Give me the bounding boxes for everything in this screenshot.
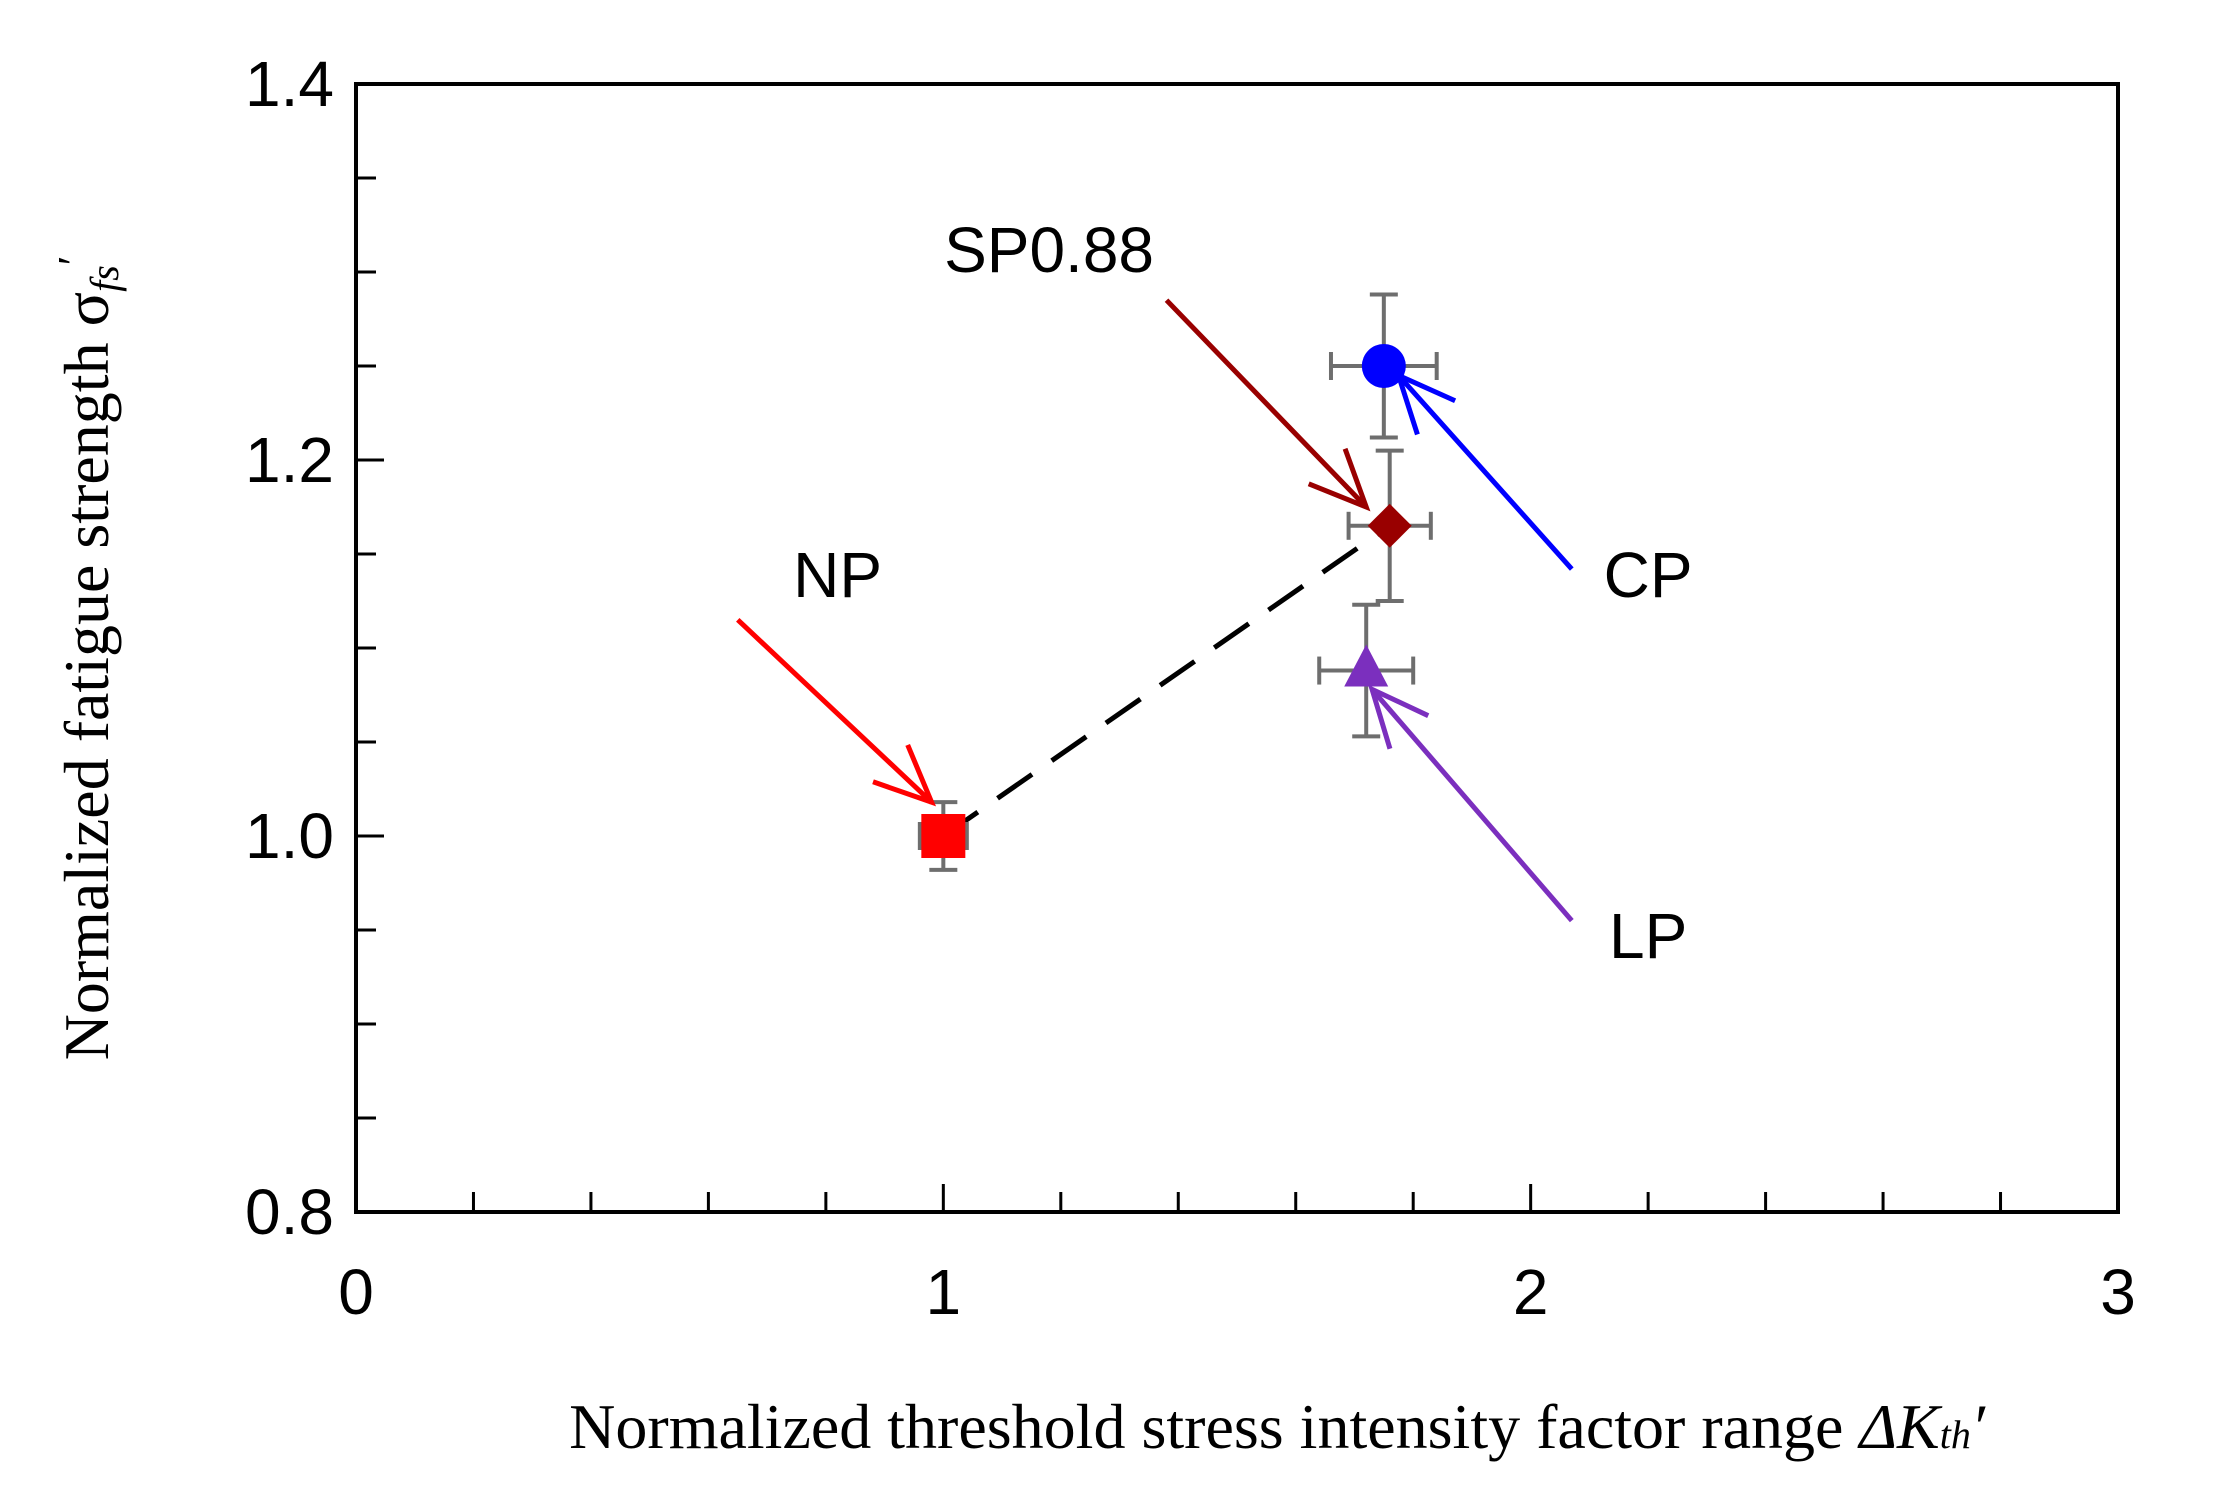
arrow-shaft [1164, 298, 1369, 509]
y-axis-title-subscript: fs [82, 265, 127, 292]
y-axis-title-symbol: σ [51, 292, 122, 327]
label-sp088: SP0.88 [944, 214, 1154, 286]
plot-area: 0 1 2 3 0.8 1.0 1.2 1.4 Normalized threshold str… [49, 48, 2136, 1462]
x-axis-title-symbol: ΔK [1856, 1391, 1943, 1462]
label-np: NP [793, 539, 882, 611]
y-axis-title-text: Normalized fatigue strength [51, 326, 122, 1060]
y-axis-title-group: Normalized fatigue strength σfs′ [49, 256, 127, 1061]
label-lp: LP [1609, 900, 1687, 972]
x-axis-title-subscript: th [1940, 1412, 1971, 1457]
arrow-head [1394, 370, 1457, 436]
y-axis-title-prime: ′ [49, 256, 98, 266]
annotation-arrow-lp [1368, 684, 1574, 923]
data-point-lp [1344, 644, 1389, 687]
y-tick-label: 1.0 [245, 800, 334, 872]
arrow-shaft [1370, 687, 1574, 923]
plot-frame [354, 82, 2120, 1214]
x-tick-label: 1 [926, 1256, 962, 1328]
arrow-head [1368, 684, 1430, 750]
y-tick-label: 0.8 [245, 1176, 334, 1248]
arrow-head [1307, 447, 1371, 512]
x-tick-label: 2 [1513, 1256, 1549, 1328]
annotation-arrow-np [736, 617, 937, 807]
x-axis-title-prime: ′ [1971, 1391, 1986, 1462]
data-point-cp [1361, 344, 1406, 388]
y-tick-label: 1.4 [245, 48, 334, 120]
arrow-shaft [736, 617, 934, 804]
x-axis-title-text: Normalized threshold stress intensity fa… [569, 1391, 1859, 1462]
x-tick-label: 0 [338, 1256, 374, 1328]
arrow-shaft [1396, 373, 1574, 571]
x-tick-label: 3 [2100, 1256, 2136, 1328]
y-axis-title: Normalized fatigue strength σfs′ [49, 256, 127, 1061]
arrow-head [872, 743, 937, 807]
dashed-connector-line [941, 523, 1392, 839]
x-axis-title: Normalized threshold stress intensity fa… [569, 1391, 1986, 1462]
annotation-arrow-cp [1394, 370, 1574, 571]
data-point-np [921, 814, 966, 858]
data-point-sp088 [1367, 503, 1412, 548]
label-cp: CP [1604, 539, 1693, 611]
y-tick-label: 1.2 [245, 424, 334, 496]
annotation-arrow-sp088 [1164, 298, 1371, 512]
